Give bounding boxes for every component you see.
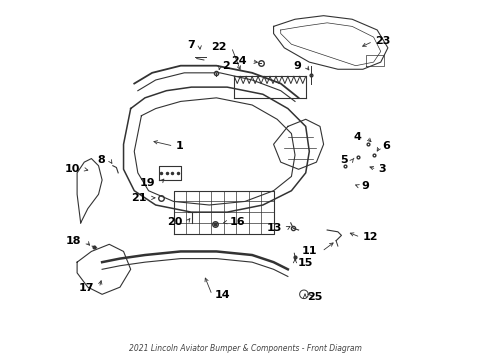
Text: 18: 18	[66, 237, 81, 247]
Text: 6: 6	[382, 141, 390, 151]
Text: 20: 20	[167, 217, 182, 227]
Text: 21: 21	[131, 193, 147, 203]
Text: 16: 16	[229, 217, 245, 227]
Text: 12: 12	[363, 232, 378, 242]
Text: 9: 9	[293, 61, 301, 71]
Text: 24: 24	[231, 57, 247, 66]
Text: 11: 11	[302, 247, 317, 256]
Text: 5: 5	[340, 156, 347, 165]
Text: 10: 10	[64, 164, 79, 174]
Text: 3: 3	[379, 164, 387, 174]
Text: 23: 23	[375, 36, 391, 46]
Text: 2021 Lincoln Aviator Bumper & Components - Front Diagram: 2021 Lincoln Aviator Bumper & Components…	[128, 344, 362, 353]
Text: 2: 2	[222, 62, 230, 71]
Text: 13: 13	[267, 223, 282, 233]
Text: 15: 15	[297, 258, 313, 268]
Text: 17: 17	[79, 283, 95, 293]
Text: 4: 4	[354, 132, 362, 142]
Text: 9: 9	[362, 181, 369, 192]
Text: 14: 14	[215, 290, 230, 300]
Text: 19: 19	[140, 178, 156, 188]
Text: 7: 7	[187, 40, 195, 50]
Text: 22: 22	[211, 42, 227, 52]
Text: 1: 1	[176, 141, 184, 151]
Text: 25: 25	[307, 292, 323, 302]
Text: 8: 8	[98, 156, 105, 165]
